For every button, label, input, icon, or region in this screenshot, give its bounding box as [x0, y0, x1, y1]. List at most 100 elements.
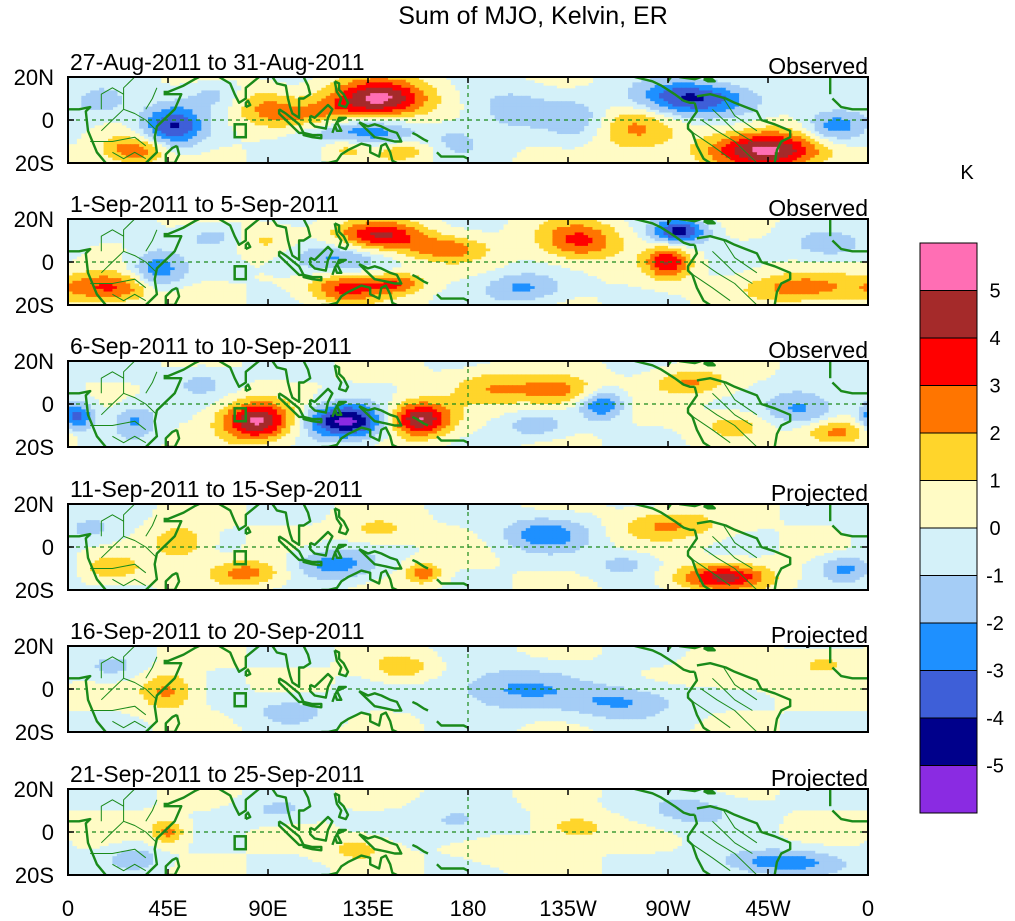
heatmap-cell [245, 221, 251, 225]
heatmap-cell [619, 144, 625, 148]
heatmap-cell [850, 149, 856, 153]
heatmap-cell [748, 146, 754, 151]
heatmap-cell [814, 136, 820, 140]
heatmap-cell [383, 77, 389, 81]
heatmap-cell [645, 154, 651, 159]
heatmap-cell [383, 157, 389, 161]
heatmap-cell [770, 149, 776, 153]
heatmap-cell [134, 133, 140, 137]
heatmap-cell [748, 219, 754, 223]
heatmap-cell [641, 240, 647, 244]
heatmap-cell [690, 146, 696, 151]
heatmap-cell [396, 224, 402, 228]
heatmap-cell [805, 144, 811, 148]
heatmap-cell [676, 77, 682, 81]
heatmap-cell [405, 152, 411, 156]
heatmap-cell [788, 117, 794, 121]
heatmap-cell [290, 235, 296, 239]
heatmap-cell [859, 152, 865, 156]
heatmap-cell [565, 248, 571, 252]
heatmap-cell [663, 128, 669, 132]
heatmap-cell [636, 82, 642, 86]
heatmap-cell [236, 77, 242, 81]
heatmap-cell [583, 160, 589, 163]
heatmap-cell [370, 117, 376, 121]
heatmap-cell [668, 103, 674, 108]
heatmap-cell [196, 128, 202, 132]
heatmap-cell [663, 106, 669, 110]
heatmap-cell [245, 219, 251, 223]
heatmap-cell [521, 120, 527, 124]
heatmap-cell [659, 157, 665, 161]
heatmap-cell [610, 106, 616, 110]
heatmap-cell [743, 229, 749, 234]
heatmap-cell [299, 117, 305, 121]
heatmap-cell [703, 106, 709, 110]
heatmap-cell [76, 154, 82, 159]
heatmap-cell [725, 106, 731, 110]
heatmap-cell [716, 141, 722, 145]
heatmap-cell [645, 144, 651, 148]
heatmap-cell [348, 245, 354, 250]
heatmap-cell [263, 106, 269, 110]
heatmap-cell [654, 245, 660, 250]
heatmap-cell [685, 152, 691, 156]
heatmap-cell [672, 120, 678, 124]
heatmap-cell [574, 146, 580, 151]
heatmap-cell [436, 77, 442, 81]
heatmap-cell [668, 144, 674, 148]
heatmap-cell [659, 120, 665, 124]
heatmap-cell [401, 149, 407, 153]
heatmap-cell [276, 90, 282, 94]
heatmap-cell [312, 227, 318, 231]
heatmap-cell [259, 130, 265, 135]
heatmap-cell [743, 90, 749, 94]
heatmap-cell [596, 224, 602, 228]
heatmap-cell [650, 117, 656, 121]
heatmap-cell [241, 95, 247, 100]
heatmap-cell [534, 103, 540, 108]
heatmap-cell [170, 101, 176, 105]
heatmap-cell [619, 240, 625, 244]
heatmap-cell [574, 157, 580, 161]
heatmap-cell [752, 130, 758, 135]
heatmap-cell [419, 227, 425, 231]
heatmap-cell [619, 141, 625, 145]
heatmap-cell [236, 144, 242, 148]
heatmap-cell [672, 248, 678, 252]
heatmap-cell [294, 111, 300, 116]
heatmap-cell [343, 82, 349, 86]
heatmap-cell [645, 120, 651, 124]
heatmap-cell [201, 232, 207, 236]
heatmap-cell [139, 125, 145, 129]
heatmap-cell [401, 101, 407, 105]
heatmap-cell [734, 109, 740, 113]
heatmap-cell [392, 106, 398, 110]
heatmap-cell [445, 229, 451, 234]
heatmap-cell [188, 125, 194, 129]
heatmap-cell [565, 229, 571, 234]
heatmap-cell [241, 106, 247, 110]
heatmap-cell [521, 224, 527, 228]
heatmap-cell [770, 157, 776, 161]
heatmap-cell [188, 111, 194, 116]
heatmap-cell [325, 82, 331, 86]
heatmap-cell [143, 144, 149, 148]
heatmap-cell [654, 90, 660, 94]
heatmap-cell [694, 82, 700, 86]
heatmap-cell [383, 85, 389, 89]
heatmap-cell [810, 237, 816, 242]
heatmap-cell [108, 106, 114, 110]
heatmap-cell [832, 144, 838, 148]
heatmap-cell [561, 85, 567, 89]
heatmap-cell [565, 224, 571, 228]
heatmap-cell [699, 232, 705, 236]
heatmap-cell [99, 144, 105, 148]
heatmap-cell [721, 111, 727, 116]
heatmap-cell [734, 87, 740, 92]
heatmap-cell [739, 95, 745, 100]
heatmap-cell [445, 237, 451, 242]
heatmap-cell [512, 160, 518, 163]
heatmap-cell [650, 245, 656, 250]
